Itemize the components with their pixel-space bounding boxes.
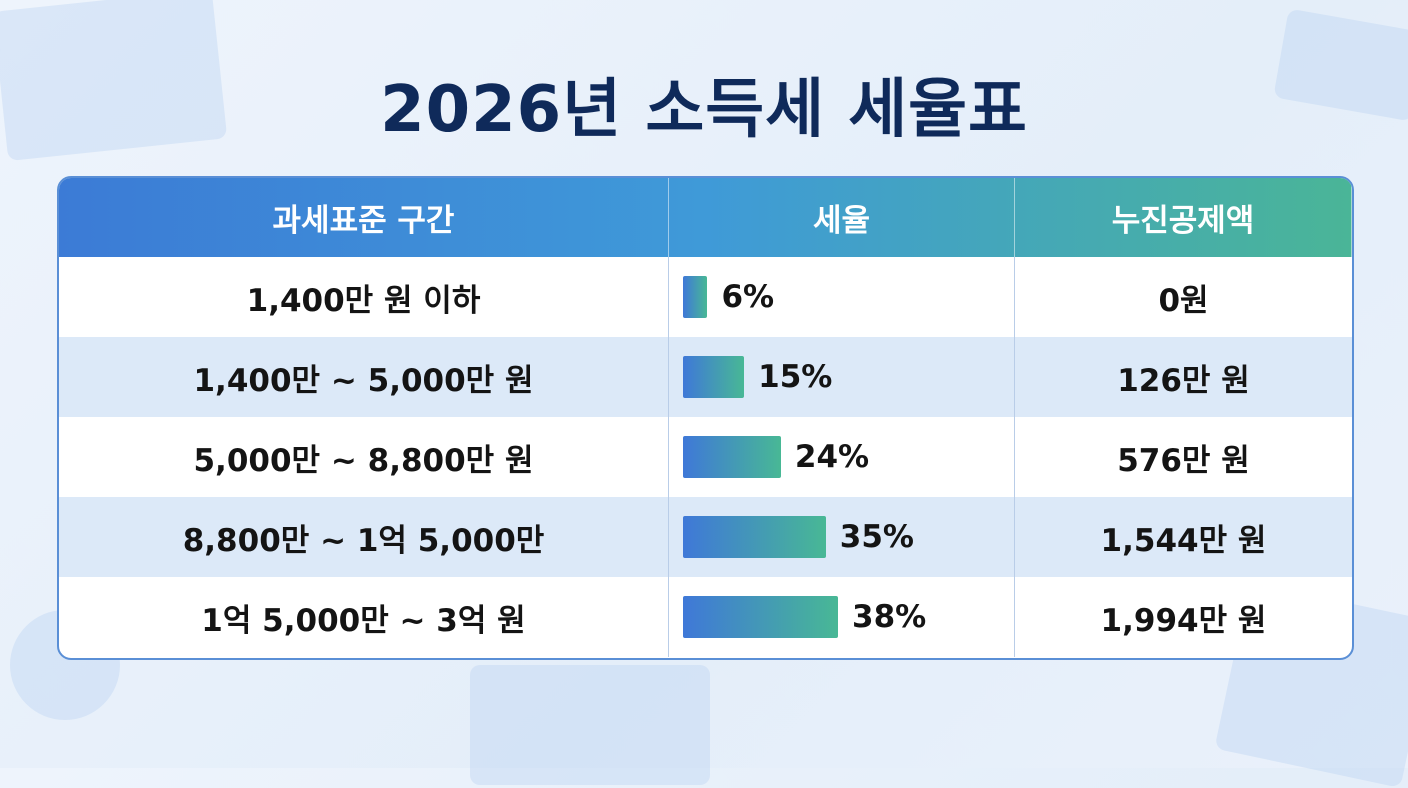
decoration bbox=[470, 665, 710, 785]
rate-cell: 24% bbox=[669, 417, 1015, 497]
bracket-cell: 8,800만 ~ 1억 5,000만 bbox=[59, 497, 669, 577]
deduction-cell: 0원 bbox=[1158, 282, 1209, 319]
rate-bar bbox=[683, 276, 708, 318]
rate-label: 38% bbox=[852, 599, 927, 635]
header-cell: 누진공제액 bbox=[1015, 178, 1352, 257]
header-cell: 과세표준 구간 bbox=[59, 178, 669, 257]
rate-bar bbox=[683, 436, 781, 478]
table-row: 1억 5,000만 ~ 3억 원 38% 1,994만 원 bbox=[59, 577, 1352, 657]
bracket-cell: 1,400만 원 이하 bbox=[59, 257, 669, 337]
table-row: 1,400만 ~ 5,000만 원 15% 126만 원 bbox=[59, 337, 1352, 417]
rate-cell: 38% bbox=[669, 577, 1015, 657]
table-row: 5,000만 ~ 8,800만 원 24% 576만 원 bbox=[59, 417, 1352, 497]
rate-cell: 15% bbox=[669, 337, 1015, 417]
deduction-cell: 576만 원 bbox=[1117, 442, 1250, 479]
rate-label: 6% bbox=[721, 279, 775, 315]
rate-bar bbox=[683, 356, 745, 398]
table-row: 8,800만 ~ 1억 5,000만 35% 1,544만 원 bbox=[59, 497, 1352, 577]
bracket-cell: 5,000만 ~ 8,800만 원 bbox=[59, 417, 669, 497]
deduction-cell: 1,994만 원 bbox=[1100, 602, 1267, 639]
bracket-cell: 1,400만 ~ 5,000만 원 bbox=[59, 337, 669, 417]
rate-cell: 35% bbox=[669, 497, 1015, 577]
bracket-cell: 1억 5,000만 ~ 3억 원 bbox=[59, 577, 669, 657]
rate-cell: 6% bbox=[669, 257, 1015, 337]
rate-bar bbox=[683, 516, 826, 558]
deduction-cell: 126만 원 bbox=[1117, 362, 1250, 399]
deduction-cell: 1,544만 원 bbox=[1100, 522, 1267, 559]
table-row: 1,400만 원 이하 6% 0원 bbox=[59, 257, 1352, 337]
header-row: 과세표준 구간 세율 누진공제액 bbox=[59, 178, 1352, 257]
rate-label: 35% bbox=[839, 519, 914, 555]
rate-label: 15% bbox=[758, 359, 833, 395]
header-cell: 세율 bbox=[669, 178, 1015, 257]
rate-bar bbox=[683, 596, 838, 638]
table: 과세표준 구간 세율 누진공제액 1,400만 원 이하 6% 0원 1,400만 ~ 5,… bbox=[57, 176, 1354, 660]
title: 2026년 소득세 세율표 bbox=[380, 73, 1028, 147]
rate-label: 24% bbox=[794, 439, 870, 475]
